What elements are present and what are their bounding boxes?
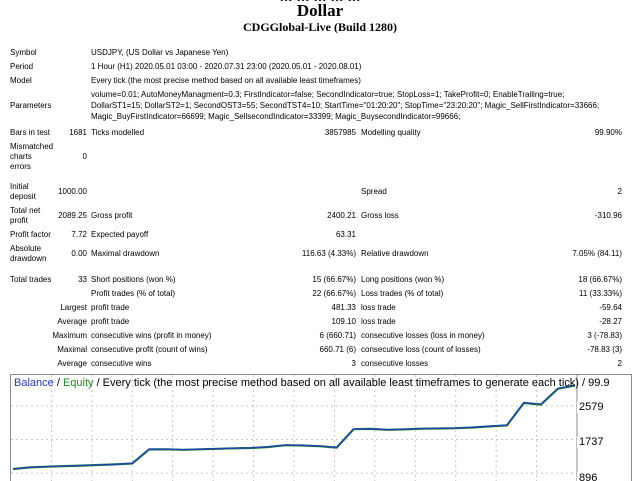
maximal-label: Maximal <box>20 345 87 355</box>
parameters-line-3: Magic_BuyFirstIndicator=66699; Magic_Sel… <box>91 112 460 122</box>
largest-profit-value: 481.33 <box>280 303 356 313</box>
maximal-consecutive-loss-label: consecutive loss (count of losses) <box>361 345 481 355</box>
mismatched-value: 0 <box>50 152 87 162</box>
average-profit-label: profit trade <box>91 317 129 327</box>
average-profit-value: 109.10 <box>280 317 356 327</box>
gross-loss-value: -310.96 <box>560 211 622 221</box>
average-label: Average <box>20 317 87 327</box>
chart-legend: Balance / Equity / Every tick (the most … <box>14 376 610 390</box>
largest-loss-label: loss trade <box>361 303 396 313</box>
parameters-line-2: DollarST1=15; DollarST2=1; SecondOST3=55… <box>91 101 599 111</box>
long-positions-value: 18 (66.67%) <box>530 275 622 285</box>
largest-label: Largest <box>20 303 87 313</box>
maximal-consecutive-profit-label: consecutive profit (count of wins) <box>91 345 208 355</box>
largest-loss-value: -59.64 <box>530 303 622 313</box>
symbol-value: USDJPY, (US Dollar vs Japanese Yen) <box>91 48 228 58</box>
spread-value: 2 <box>560 187 622 197</box>
maximal-drawdown-value: 116.63 (4.33%) <box>260 249 356 259</box>
parameters-label: Parameters <box>10 101 51 111</box>
legend-separator: / <box>54 377 63 389</box>
short-positions-label: Short positions (won %) <box>91 275 175 285</box>
y-tick-label: 1737 <box>577 436 603 448</box>
profit-trades-value: 22 (66.67%) <box>280 289 356 299</box>
profit-factor-value: 7.72 <box>40 230 87 240</box>
max-consecutive-wins-value: 6 (660.71) <box>280 331 356 341</box>
spread-label: Spread <box>361 187 387 197</box>
parameters-line-1: volume=0.01; AutoMoneyManagment=0.3; Fir… <box>91 90 564 100</box>
quality-label: Modelling quality <box>361 128 421 138</box>
gross-loss-label: Gross loss <box>361 211 399 221</box>
net-profit-label-1: Total net <box>10 206 40 216</box>
relative-drawdown-label: Relative drawdown <box>361 249 429 259</box>
quality-value: 99.90% <box>560 128 622 138</box>
mismatched-label-1: Mismatched <box>10 142 53 152</box>
short-positions-value: 15 (66.67%) <box>280 275 356 285</box>
maximum-label: Maximum <box>20 331 87 341</box>
loss-trades-label: Loss trades (% of total) <box>361 289 443 299</box>
maximal-drawdown-label: Maximal drawdown <box>91 249 159 259</box>
bars-label: Bars in test <box>10 128 50 138</box>
avg-consecutive-wins-value: 3 <box>280 359 356 369</box>
report-title: Dollar <box>0 1 640 21</box>
period-label: Period <box>10 62 33 72</box>
total-trades-label: Total trades <box>10 275 51 285</box>
expected-payoff-value: 63.31 <box>280 230 356 240</box>
maximal-consecutive-loss-value: -78.83 (3) <box>530 345 622 355</box>
loss-trades-value: 11 (33.33%) <box>530 289 622 299</box>
average-loss-label: loss trade <box>361 317 396 327</box>
initial-deposit-value: 1000.00 <box>40 187 87 197</box>
legend-description: / Every tick (the most precise method ba… <box>94 377 610 389</box>
ticks-label: Ticks modelled <box>91 128 144 138</box>
balance-equity-chart: Balance / Equity / Every tick (the most … <box>10 374 632 481</box>
maximal-consecutive-profit-value: 660.71 (6) <box>280 345 356 355</box>
relative-drawdown-value: 7.05% (84.11) <box>530 249 622 259</box>
absolute-drawdown-label-1: Absolute <box>10 244 41 254</box>
mismatched-label-2: charts <box>10 152 32 162</box>
net-profit-value: 2089.25 <box>40 211 87 221</box>
max-consecutive-losses-value: 3 (-78.83) <box>530 331 622 341</box>
gross-profit-label: Gross profit <box>91 211 132 221</box>
initial-deposit-label-1: Initial <box>10 182 29 192</box>
chart-plot <box>11 375 631 481</box>
total-trades-value: 33 <box>50 275 87 285</box>
symbol-label: Symbol <box>10 48 37 58</box>
server-build: CDGGlobal-Live (Build 1280) <box>0 20 640 34</box>
period-value: 1 Hour (H1) 2020.05.01 03:00 - 2020.07.3… <box>91 62 361 72</box>
model-label: Model <box>10 76 32 86</box>
model-value: Every tick (the most precise method base… <box>91 76 361 86</box>
max-consecutive-losses-label: consecutive losses (loss in money) <box>361 331 485 341</box>
avg-consecutive-wins-label: consecutive wins <box>91 359 151 369</box>
average-loss-value: -28.27 <box>530 317 622 327</box>
max-consecutive-wins-label: consecutive wins (profit in money) <box>91 331 212 341</box>
avg-consecutive-losses-value: 2 <box>530 359 622 369</box>
legend-equity: Equity <box>63 377 94 389</box>
profit-trades-label: Profit trades (% of total) <box>91 289 175 299</box>
largest-profit-label: profit trade <box>91 303 129 313</box>
average-consecutive-label: Average <box>20 359 87 369</box>
net-profit-label-2: profit <box>10 216 28 226</box>
y-tick-label: 2579 <box>577 401 603 413</box>
ticks-value: 3857985 <box>280 128 356 138</box>
mismatched-label-3: errors <box>10 162 31 172</box>
bars-value: 1681 <box>50 128 87 138</box>
expected-payoff-label: Expected payoff <box>91 230 148 240</box>
avg-consecutive-losses-label: consecutive losses <box>361 359 428 369</box>
absolute-drawdown-value: 0.00 <box>40 249 87 259</box>
long-positions-label: Long positions (won %) <box>361 275 444 285</box>
legend-balance: Balance <box>14 377 54 389</box>
gross-profit-value: 2400.21 <box>280 211 356 221</box>
initial-deposit-label-2: deposit <box>10 192 36 202</box>
